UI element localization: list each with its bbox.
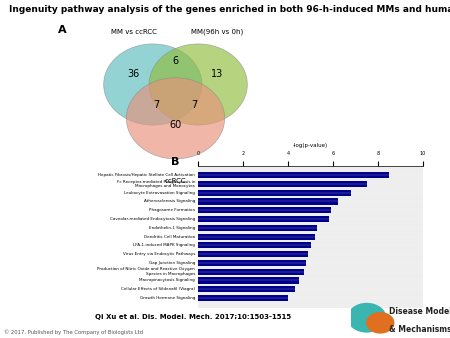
- Text: 6: 6: [172, 56, 179, 66]
- Text: Qi Xu et al. Dis. Model. Mech. 2017;10:1503-1515: Qi Xu et al. Dis. Model. Mech. 2017;10:1…: [95, 314, 292, 320]
- Ellipse shape: [126, 78, 225, 159]
- Text: MM vs ccRCC: MM vs ccRCC: [111, 29, 157, 35]
- Text: & Mechanisms: & Mechanisms: [389, 325, 450, 334]
- Bar: [198, 277, 299, 284]
- Text: A: A: [58, 25, 67, 35]
- Text: 60: 60: [169, 120, 182, 130]
- Circle shape: [348, 304, 386, 332]
- Bar: [198, 260, 306, 266]
- X-axis label: -log(p-value): -log(p-value): [293, 143, 328, 148]
- Text: 13: 13: [211, 69, 223, 79]
- Circle shape: [367, 313, 394, 333]
- Text: © 2017. Published by The Company of Biologists Ltd: © 2017. Published by The Company of Biol…: [4, 330, 144, 335]
- Bar: [198, 216, 328, 222]
- Text: MM(96h vs 0h): MM(96h vs 0h): [191, 29, 243, 35]
- Bar: [198, 181, 367, 187]
- Bar: [198, 251, 308, 257]
- Bar: [198, 172, 389, 178]
- Bar: [198, 198, 338, 204]
- Text: ccRCC: ccRCC: [165, 178, 186, 184]
- Text: Ingenuity pathway analysis of the genes enriched in both 96-h-induced MMs and hu: Ingenuity pathway analysis of the genes …: [9, 5, 450, 14]
- Text: 7: 7: [153, 100, 160, 110]
- Ellipse shape: [149, 44, 248, 125]
- Text: Disease Models: Disease Models: [389, 307, 450, 316]
- Text: 36: 36: [128, 69, 140, 79]
- Text: 7: 7: [191, 100, 198, 110]
- Bar: [198, 225, 317, 231]
- Bar: [198, 234, 315, 240]
- Bar: [198, 269, 304, 275]
- Bar: [198, 242, 310, 248]
- Bar: [198, 207, 331, 213]
- Text: B: B: [171, 157, 180, 167]
- Ellipse shape: [104, 44, 202, 125]
- Bar: [198, 295, 288, 301]
- Bar: [198, 190, 351, 196]
- Bar: [198, 286, 295, 292]
